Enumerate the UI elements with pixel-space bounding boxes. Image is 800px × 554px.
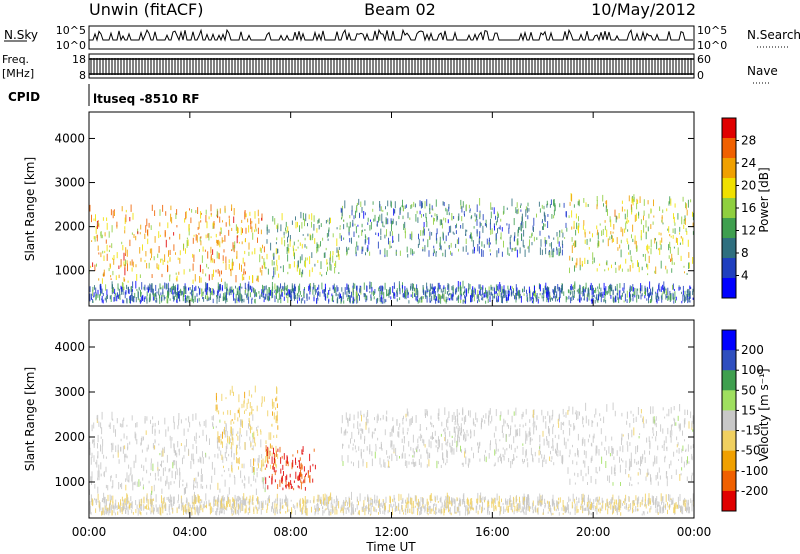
power-y-axis: 1000 2000 3000 4000 bbox=[54, 112, 695, 306]
noise-trace bbox=[89, 28, 693, 42]
y-tick-label: 3000 bbox=[54, 176, 85, 190]
nave-tick-high: 60 bbox=[697, 53, 711, 66]
colorbar-swatch bbox=[722, 138, 736, 159]
colorbar-swatch bbox=[722, 118, 736, 139]
noise-left-tick-low: 10^0 bbox=[56, 39, 86, 52]
colorbar-swatch bbox=[722, 238, 736, 259]
freq-label-line1: Freq. bbox=[2, 53, 29, 66]
colorbar-tick-label: 4 bbox=[741, 269, 749, 283]
colorbar-tick-label: 24 bbox=[741, 156, 756, 170]
velocity-feature bbox=[340, 407, 569, 469]
colorbar-swatch bbox=[722, 198, 736, 219]
noise-sky-line bbox=[89, 28, 693, 42]
colorbar-tick-label: 8 bbox=[741, 246, 749, 260]
nave-label: Nave bbox=[747, 64, 778, 78]
noise-right-tick-low: 10^0 bbox=[697, 39, 727, 52]
cpid-value: ltuseq -8510 RF bbox=[93, 92, 199, 106]
colorbar-swatch bbox=[722, 278, 736, 299]
colorbar-tick-label: 20 bbox=[741, 179, 756, 193]
freq-tick-low: 8 bbox=[79, 69, 86, 82]
velocity-feature bbox=[88, 491, 695, 516]
colorbar-tick-label: 28 bbox=[741, 134, 756, 148]
cpid-label: CPID bbox=[8, 90, 40, 104]
freq-panel-frame bbox=[88, 53, 695, 79]
power-feature bbox=[88, 204, 266, 284]
power-y-label: Slant Range [km] bbox=[23, 157, 37, 261]
power-colorbar: 28 24 20 16 12 8 4 bbox=[721, 117, 756, 299]
y-tick-label: 2000 bbox=[54, 220, 85, 234]
power-heatmap bbox=[88, 193, 695, 304]
power-feature bbox=[88, 280, 695, 304]
noise-panel-frame bbox=[88, 25, 695, 50]
y-tick-label: 4000 bbox=[54, 131, 85, 145]
colorbar-tick-label: 16 bbox=[741, 201, 756, 215]
noise-left-label: N.Sky bbox=[4, 28, 38, 42]
freq-trace bbox=[89, 58, 694, 75]
freq-label-line2: [MHz] bbox=[2, 67, 34, 80]
y-tick-label: 1000 bbox=[54, 264, 85, 278]
nave-tick-low: 0 bbox=[697, 69, 704, 82]
noise-left-tick-high: 10^5 bbox=[56, 24, 86, 37]
freq-tick-high: 18 bbox=[72, 53, 86, 66]
power-feature bbox=[265, 211, 341, 280]
station-title: Unwin (fitACF) bbox=[89, 0, 203, 19]
noise-right-label: N.Search bbox=[747, 28, 800, 42]
power-panel-frame bbox=[88, 111, 695, 307]
colorbar-swatch bbox=[722, 178, 736, 199]
power-colorbar-label: Power [dB] bbox=[757, 167, 771, 232]
velocity-feature bbox=[265, 445, 316, 491]
colorbar-swatch bbox=[722, 218, 736, 239]
colorbar-swatch bbox=[722, 158, 736, 179]
velocity-feature bbox=[89, 411, 266, 496]
velocity-feature bbox=[215, 385, 279, 473]
colorbar-tick-label: 12 bbox=[741, 224, 756, 238]
velocity-heatmap bbox=[88, 385, 695, 516]
power-feature bbox=[340, 198, 568, 258]
colorbar-swatch bbox=[722, 258, 736, 279]
velocity-feature bbox=[567, 402, 695, 487]
beam-title: Beam 02 bbox=[364, 0, 436, 19]
noise-right-tick-high: 10^5 bbox=[697, 24, 727, 37]
date-title: 10/May/2012 bbox=[591, 0, 696, 19]
power-feature bbox=[568, 193, 694, 276]
